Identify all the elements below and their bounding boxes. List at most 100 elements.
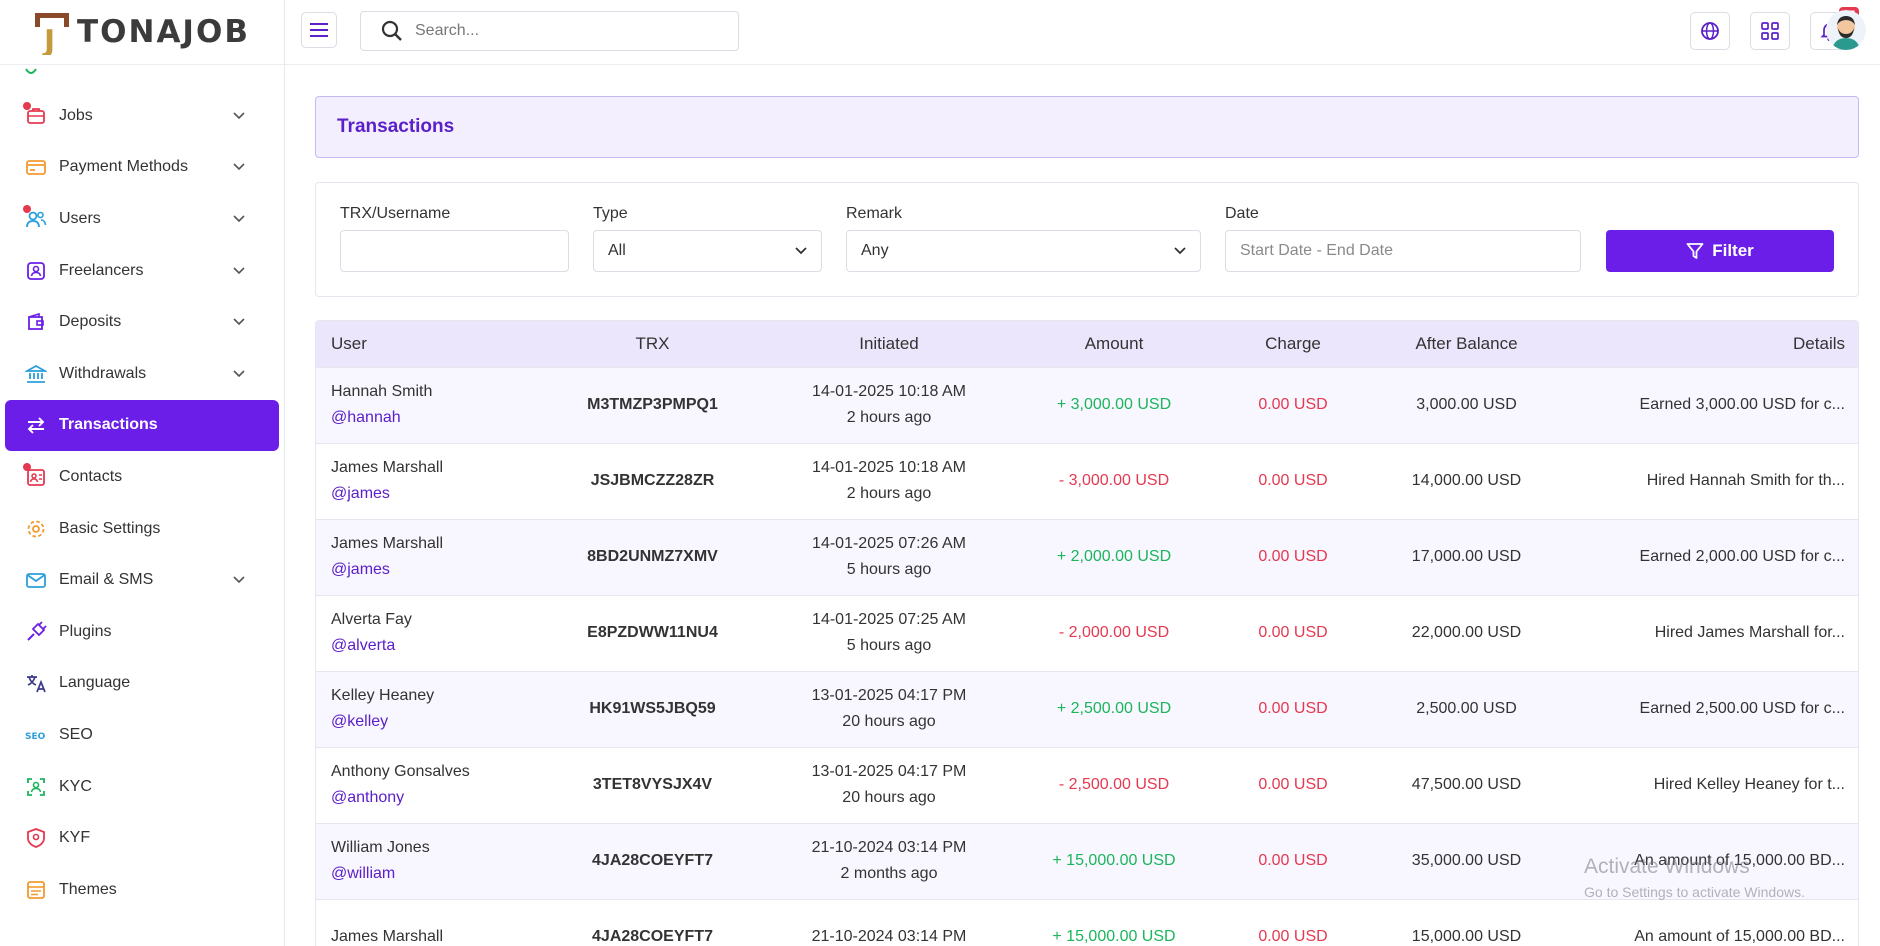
chevron-down-icon[interactable]: [231, 366, 247, 382]
chevron-down-icon[interactable]: [231, 211, 247, 227]
details-cell: Earned 3,000.00 USD for c...: [1639, 396, 1845, 413]
charge-cell: 0.00 USD: [1258, 700, 1328, 717]
menu-toggle-button[interactable]: [301, 12, 337, 48]
sidebar-item-kyc[interactable]: KYC: [5, 761, 279, 813]
details-cell: Hired James Marshall for...: [1654, 624, 1845, 641]
sidebar-item-freelancers[interactable]: Freelancers: [5, 245, 279, 297]
gear-icon: [25, 518, 47, 540]
sidebar-item-payment-methods[interactable]: Payment Methods: [5, 142, 279, 194]
amount-cell: + 2,500.00 USD: [1056, 700, 1172, 717]
remark-select[interactable]: Any: [846, 230, 1201, 272]
chevron-down-icon[interactable]: [231, 572, 247, 588]
initiated-cell: 21-10-2024 03:14 PM 2 months ago: [770, 823, 1008, 899]
type-filter: Type All: [593, 205, 822, 272]
sidebar-item-users[interactable]: Users: [5, 193, 279, 245]
filter-button[interactable]: Filter: [1606, 230, 1834, 272]
chevron-down-icon: [795, 247, 807, 255]
table-row: James Marshall 4JA28COEYFT7 21-10-2024 0…: [316, 899, 1858, 946]
type-select-value: All: [608, 242, 626, 259]
sidebar-item-kyf[interactable]: KYF: [5, 812, 279, 864]
apps-button[interactable]: [1750, 12, 1790, 50]
user-username-link[interactable]: @anthony: [331, 789, 405, 806]
sidebar-item-plugins[interactable]: Plugins: [5, 606, 279, 658]
sidebar-item-transactions[interactable]: Transactions: [5, 399, 279, 452]
sidebar-item-withdrawals[interactable]: Withdrawals: [5, 348, 279, 400]
details-cell: Earned 2,500.00 USD for c...: [1639, 700, 1845, 717]
trx-cell: 4JA28COEYFT7: [592, 928, 713, 946]
language-button[interactable]: [1690, 12, 1730, 50]
sidebar-item-themes[interactable]: Themes: [5, 864, 279, 916]
sidebar-item-label: Email & SMS: [59, 571, 154, 589]
avatar-image: [1826, 10, 1866, 50]
user-username-link[interactable]: @kelley: [331, 713, 389, 730]
user-fullname: James Marshall: [331, 928, 444, 946]
bank-icon: [25, 363, 47, 385]
user-cell: Anthony Gonsalves @anthony: [316, 747, 535, 823]
sidebar-item-email-sms[interactable]: Email & SMS: [5, 554, 279, 606]
charge-cell: 0.00 USD: [1258, 928, 1328, 946]
sidebar-item-partial[interactable]: [0, 65, 284, 90]
charge-cell: 0.00 USD: [1258, 396, 1328, 413]
details-cell: An amount of 15,000.00 BD...: [1634, 928, 1845, 946]
sidebar-item-label: KYF: [59, 829, 91, 847]
kyf-icon: [25, 827, 47, 849]
sidebar-item-basic-settings[interactable]: Basic Settings: [5, 503, 279, 555]
sidebar-item-seo[interactable]: SEO SEO: [5, 709, 279, 761]
remark-filter: Remark Any: [846, 205, 1201, 272]
sidebar-item-label: Withdrawals: [59, 364, 147, 382]
sidebar-item-jobs[interactable]: Jobs: [5, 90, 279, 142]
windows-activation-watermark: Activate Windows Go to Settings to activ…: [1584, 855, 1805, 900]
type-select[interactable]: All: [593, 230, 822, 272]
date-range-input[interactable]: Start Date - End Date: [1225, 230, 1581, 272]
chevron-down-icon[interactable]: [231, 314, 247, 330]
notification-dot: [23, 101, 31, 110]
brand-logo[interactable]: J TONAJOB: [0, 0, 284, 65]
charge-cell: 0.00 USD: [1258, 548, 1328, 565]
chevron-down-icon[interactable]: [231, 159, 247, 175]
user-username-link[interactable]: @james: [331, 485, 390, 502]
page-title-bar: Transactions: [315, 96, 1859, 158]
date-filter: Date Start Date - End Date: [1225, 205, 1581, 272]
initiated-date: 21-10-2024 03:14 PM: [811, 839, 967, 856]
trx-filter-input[interactable]: [340, 230, 569, 272]
trx-cell: HK91WS5JBQ59: [589, 700, 716, 717]
user-username-link[interactable]: @alverta: [331, 637, 396, 654]
kyc-icon: [25, 776, 47, 798]
trx-cell: 8BD2UNMZ7XMV: [587, 548, 718, 565]
sidebar-item-contacts[interactable]: Contacts: [5, 451, 279, 503]
user-cell: James Marshall @james: [316, 519, 535, 595]
trx-cell: E8PZDWW11NU4: [587, 624, 718, 641]
initiated-date: 21-10-2024 03:14 PM: [811, 928, 967, 946]
contacts-icon: [23, 462, 47, 488]
column-header-trx: TRX: [635, 333, 670, 353]
after-balance-cell: 2,500.00 USD: [1416, 700, 1517, 717]
jobs-icon: [23, 101, 47, 127]
details-cell: Earned 2,000.00 USD for c...: [1639, 548, 1845, 565]
chevron-down-icon[interactable]: [231, 108, 247, 124]
avatar[interactable]: [1826, 10, 1866, 50]
logo-mark-icon: J: [33, 11, 73, 59]
amount-cell: + 15,000.00 USD: [1052, 852, 1176, 869]
initiated-date: 14-01-2025 10:18 AM: [812, 383, 966, 400]
charge-cell: 0.00 USD: [1258, 624, 1328, 641]
user-username-link[interactable]: @james: [331, 561, 390, 578]
search-input[interactable]: [415, 22, 715, 40]
sidebar-item-label: Payment Methods: [59, 158, 188, 176]
notification-dot: [23, 204, 31, 213]
search-box[interactable]: [360, 11, 739, 51]
after-balance-cell: 14,000.00 USD: [1411, 472, 1522, 489]
column-header-after-balance: After Balance: [1415, 333, 1518, 353]
remark-filter-label: Remark: [846, 205, 903, 222]
sidebar-item-deposits[interactable]: Deposits: [5, 296, 279, 348]
plugin-icon: [25, 621, 47, 643]
chevron-down-icon[interactable]: [231, 263, 247, 279]
user-username-link[interactable]: @hannah: [331, 409, 401, 426]
user-username-link[interactable]: @william: [331, 865, 396, 882]
payment-icon: [25, 156, 47, 178]
sidebar-item-label: Jobs: [59, 106, 93, 124]
trx-cell: 3TET8VYSJX4V: [592, 776, 713, 793]
trx-cell: JSJBMCZZ28ZR: [590, 472, 715, 489]
grid-icon: [1761, 22, 1779, 40]
amount-cell: - 2,000.00 USD: [1058, 624, 1170, 641]
sidebar-item-language[interactable]: Language: [5, 658, 279, 710]
